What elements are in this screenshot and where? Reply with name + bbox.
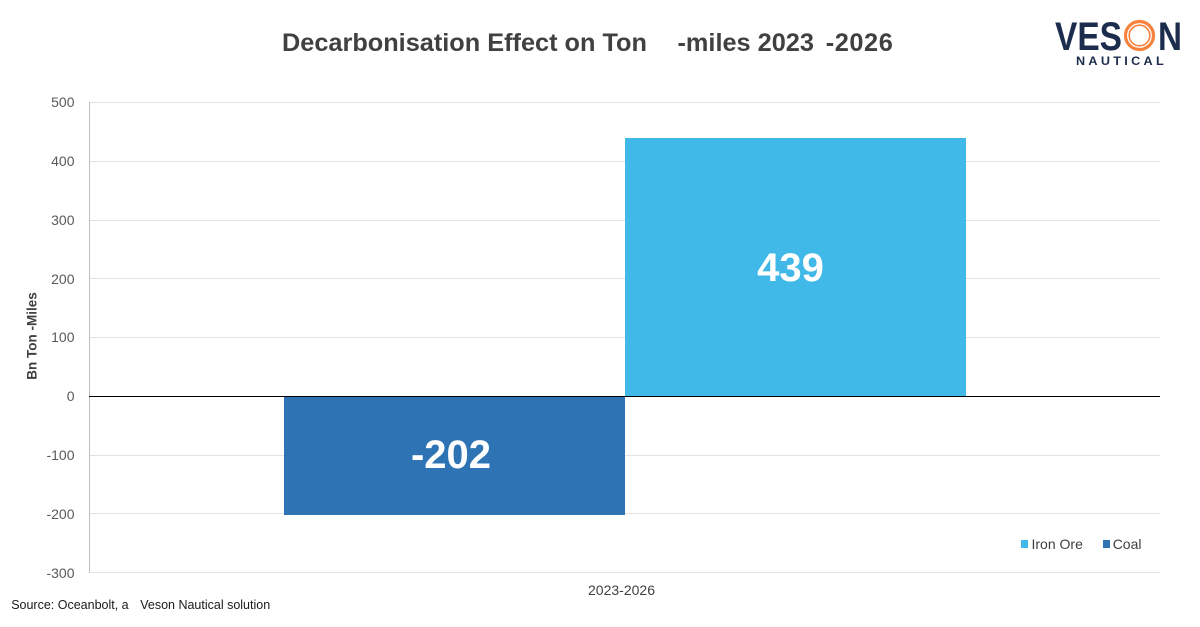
svg-text:NAUTICAL: NAUTICAL	[1076, 56, 1167, 68]
svg-text:VES: VES	[1055, 18, 1122, 59]
svg-text:N: N	[1158, 18, 1182, 59]
